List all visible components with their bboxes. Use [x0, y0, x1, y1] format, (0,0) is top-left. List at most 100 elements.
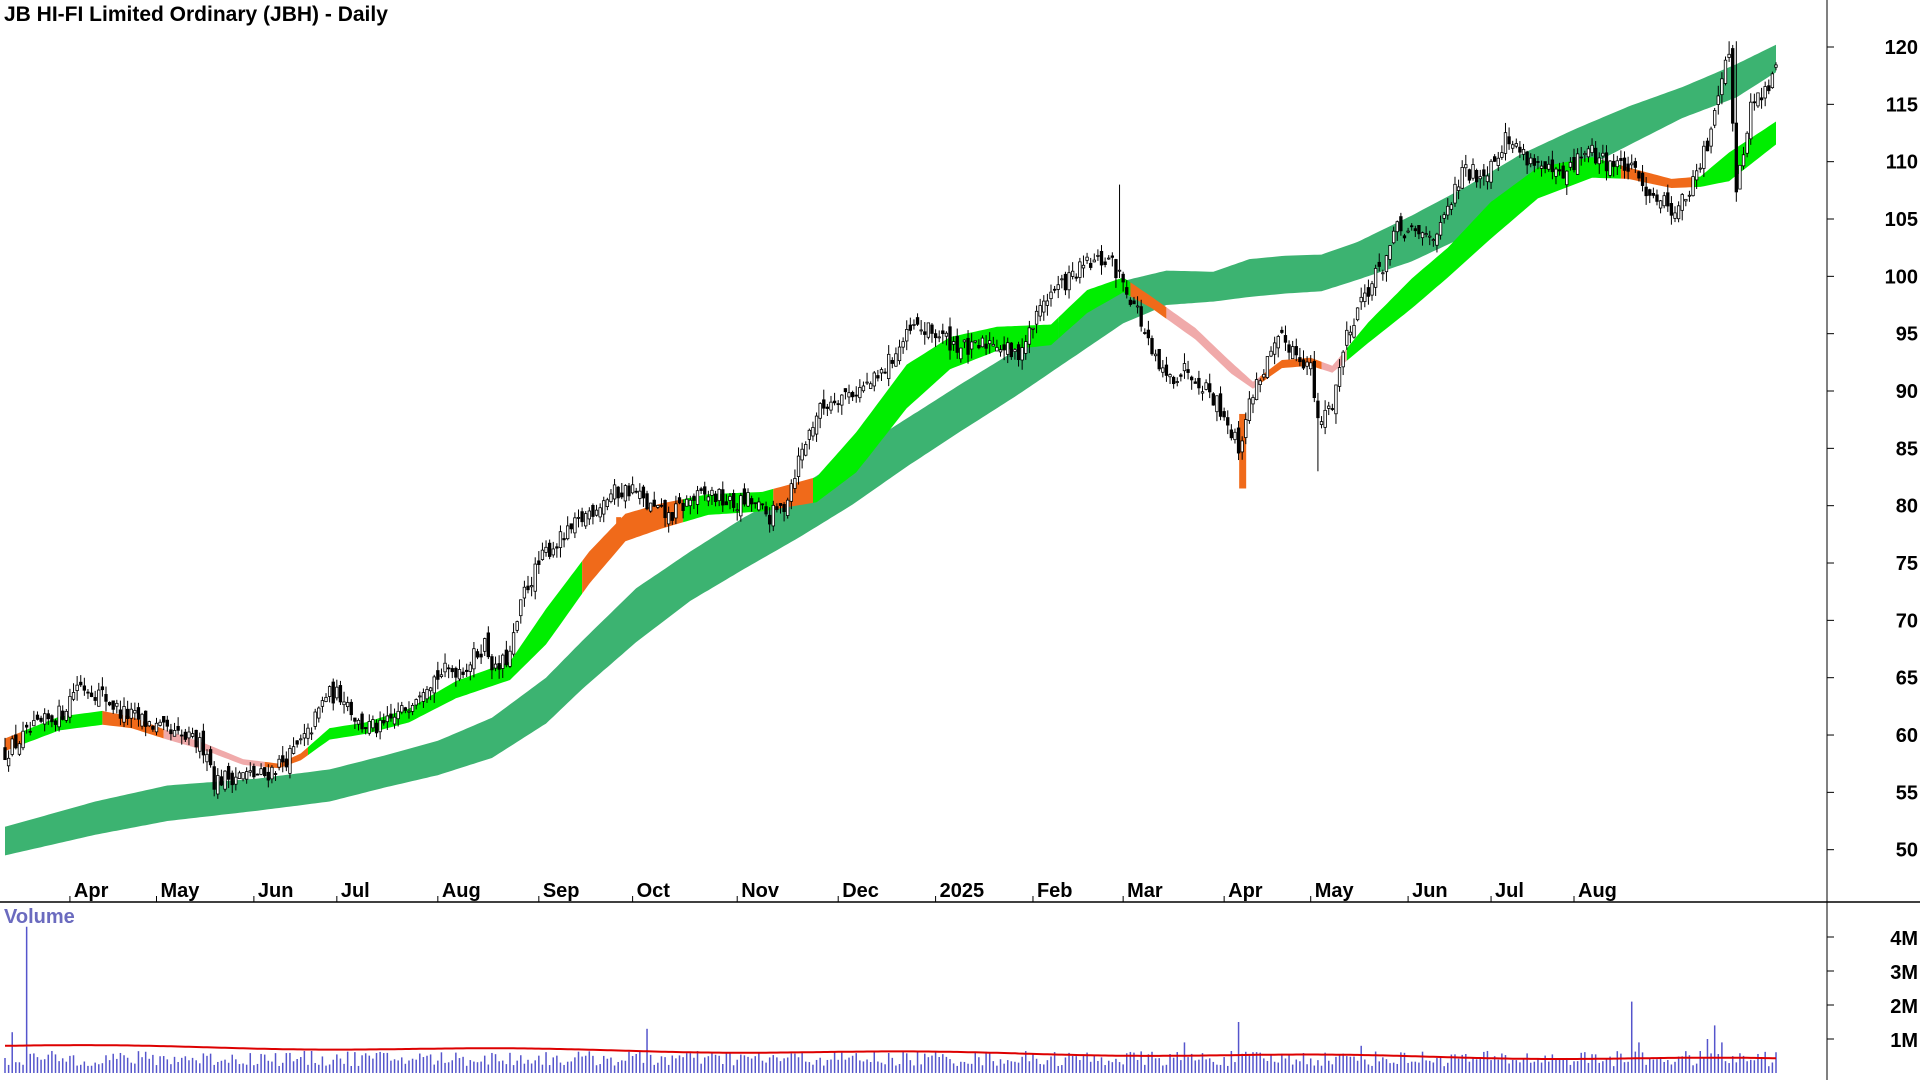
candle-up: [1720, 78, 1724, 96]
candle-up: [68, 695, 72, 718]
candle-up: [1359, 296, 1363, 303]
candle-down: [764, 506, 768, 515]
candle-down: [652, 499, 656, 507]
candle-up: [6, 757, 11, 767]
candle-up: [392, 716, 397, 725]
candle-down: [1121, 273, 1125, 283]
candle-down: [731, 493, 736, 508]
candle-up: [1741, 154, 1746, 167]
candle-up: [685, 498, 689, 507]
candle-down: [454, 667, 458, 678]
candle-up: [1496, 157, 1500, 166]
candle-up: [1749, 101, 1753, 140]
candle-down: [1125, 287, 1129, 295]
volume-y-tick-label: 2M: [1890, 996, 1918, 1018]
candle-down: [526, 585, 530, 591]
candle-up: [443, 662, 447, 673]
candle-up: [122, 706, 126, 723]
candle-up: [598, 507, 602, 518]
candle-up: [320, 700, 325, 707]
candle-up: [1673, 212, 1677, 219]
candle-down: [1550, 159, 1555, 173]
x-tick-label: Jun: [258, 880, 294, 902]
candle-up: [32, 720, 36, 727]
candle-up: [1038, 305, 1042, 317]
candle-up: [1554, 168, 1558, 177]
candle-up: [1323, 409, 1327, 428]
candle-down: [144, 710, 148, 727]
candle-up: [313, 711, 317, 727]
candle-down: [645, 493, 649, 510]
candle-up: [1240, 440, 1244, 453]
short-ma-band-up: [1693, 121, 1776, 188]
candle-up: [688, 499, 692, 507]
candle-up: [1713, 110, 1717, 126]
candle-up: [75, 684, 79, 692]
candle-up: [623, 485, 628, 502]
candle-up: [234, 776, 238, 785]
candle-up: [1352, 325, 1356, 338]
candle-up: [746, 492, 750, 507]
price-y-tick-label: 65: [1896, 668, 1918, 690]
candle-up: [638, 490, 642, 499]
candle-up: [1081, 264, 1086, 269]
candle-up: [1565, 170, 1569, 186]
candle-up: [566, 525, 570, 540]
candle-up: [829, 401, 833, 411]
candle-up: [1745, 132, 1749, 154]
price-y-tick-label: 50: [1896, 840, 1918, 862]
short-ma-band-up: [683, 488, 774, 523]
candle-up: [1161, 367, 1165, 373]
short-ma-band-up: [1058, 277, 1131, 339]
candle-up: [1691, 176, 1695, 197]
candle-down: [89, 692, 94, 698]
candle-up: [306, 727, 310, 739]
candle-down: [1410, 225, 1414, 228]
candle-down: [1507, 136, 1511, 145]
candle-up: [1471, 164, 1475, 179]
candle-up: [472, 648, 476, 670]
price-y-tick-label: 70: [1896, 610, 1918, 632]
candle-down: [82, 685, 87, 691]
candle-down: [782, 504, 786, 512]
candle-up: [1601, 152, 1605, 157]
candle-down: [104, 694, 108, 702]
candle-up: [1698, 167, 1702, 170]
candle-up: [522, 586, 527, 599]
candle-up: [587, 510, 591, 520]
candle-up: [259, 768, 263, 775]
candle-down: [176, 725, 180, 731]
candle-down: [111, 700, 115, 710]
candle-up: [1456, 186, 1461, 191]
candle-down: [35, 714, 40, 720]
candle-up: [245, 771, 249, 780]
candle-down: [677, 497, 682, 504]
x-tick-label: May: [1315, 880, 1355, 902]
candle-down: [266, 771, 270, 781]
candle-up: [988, 340, 992, 345]
x-tick-label: Apr: [74, 880, 109, 902]
candle-down: [1525, 151, 1529, 166]
candle-up: [612, 484, 617, 500]
candle-down: [876, 375, 880, 379]
candle-up: [1355, 307, 1360, 321]
candle-down: [703, 486, 707, 495]
candle-up: [962, 339, 967, 343]
candle-down: [1666, 192, 1670, 207]
candle-down: [364, 727, 368, 730]
candle-down: [403, 707, 408, 711]
candle-down: [461, 671, 465, 675]
candle-down: [1171, 376, 1176, 385]
candle-down: [890, 359, 894, 364]
candle-up: [1107, 257, 1111, 260]
candle-up: [1446, 205, 1450, 216]
candle-up: [129, 708, 133, 719]
candle-up: [140, 713, 144, 727]
candle-down: [1002, 344, 1006, 351]
candle-down: [479, 653, 483, 658]
candle-up: [998, 349, 1003, 353]
candle-up: [1514, 143, 1518, 147]
candle-up: [1258, 380, 1262, 385]
candle-down: [125, 708, 130, 719]
candle-down: [1767, 85, 1771, 92]
